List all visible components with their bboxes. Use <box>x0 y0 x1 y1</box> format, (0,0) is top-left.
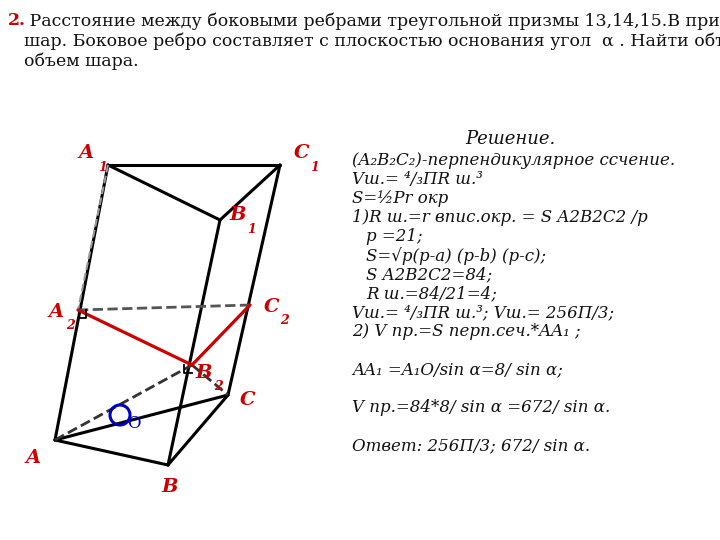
Text: AA₁ =A₁O/sin α=8/ sin α;: AA₁ =A₁O/sin α=8/ sin α; <box>352 361 563 378</box>
Text: C: C <box>240 391 256 409</box>
Text: S A2B2C2=84;: S A2B2C2=84; <box>366 266 492 283</box>
Text: C: C <box>294 144 310 162</box>
Text: (A₂B₂C₂)-перпендикулярное ссчение.: (A₂B₂C₂)-перпендикулярное ссчение. <box>352 152 675 169</box>
Text: Vш.= ⁴/₃ПR ш.³: Vш.= ⁴/₃ПR ш.³ <box>352 171 483 188</box>
Text: A: A <box>78 144 94 162</box>
Text: Ответ: 256П/3; 672/ sin α.: Ответ: 256П/3; 672/ sin α. <box>352 437 590 454</box>
Text: 1)R ш.=r впис.окр. = S A2B2C2 /p: 1)R ш.=r впис.окр. = S A2B2C2 /p <box>352 209 648 226</box>
Text: Решение.: Решение. <box>465 130 555 148</box>
Text: 1: 1 <box>247 223 256 236</box>
Text: 2.: 2. <box>8 12 26 29</box>
Text: 1: 1 <box>98 161 107 174</box>
Text: S=√p(p-a) (p-b) (p-c);: S=√p(p-a) (p-b) (p-c); <box>366 247 546 265</box>
Text: V пр.=84*8/ sin α =672/ sin α.: V пр.=84*8/ sin α =672/ sin α. <box>352 399 611 416</box>
Text: p =21;: p =21; <box>366 228 423 245</box>
Text: O: O <box>127 415 140 431</box>
Text: B: B <box>196 364 212 382</box>
Text: 2: 2 <box>66 319 75 332</box>
Text: Vш.= ⁴/₃ПR ш.³; Vш.= 256П/3;: Vш.= ⁴/₃ПR ш.³; Vш.= 256П/3; <box>352 304 614 321</box>
Text: C: C <box>264 298 280 316</box>
Text: 1: 1 <box>310 161 319 174</box>
Text: 2: 2 <box>280 314 289 327</box>
Text: A: A <box>48 303 63 321</box>
Text: 2) V пр.=S перп.сеч.*AA₁ ;: 2) V пр.=S перп.сеч.*AA₁ ; <box>352 323 580 340</box>
Text: B: B <box>162 478 179 496</box>
Text: R ш.=84/21=4;: R ш.=84/21=4; <box>366 285 497 302</box>
Text: Расстояние между боковыми ребрами треугольной призмы 13,14,15.В призму вписан
ша: Расстояние между боковыми ребрами треуго… <box>24 12 720 70</box>
Text: A: A <box>25 449 40 467</box>
Text: S=½Pr окр: S=½Pr окр <box>352 190 449 207</box>
Text: B: B <box>230 206 246 224</box>
Text: 2: 2 <box>214 380 222 393</box>
